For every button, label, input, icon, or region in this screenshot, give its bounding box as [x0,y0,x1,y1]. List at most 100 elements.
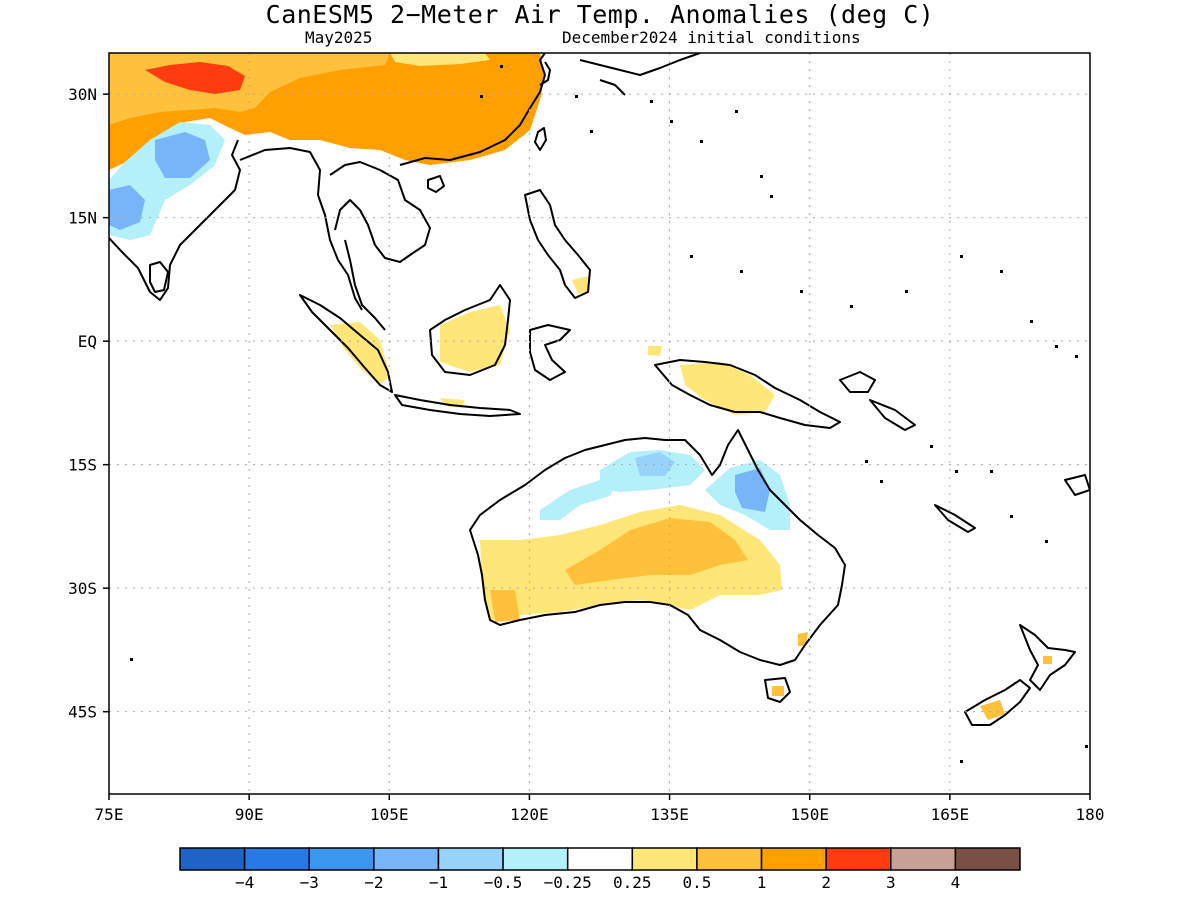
coast-nz-north [1019,624,1076,691]
coast-taiwan [534,127,547,151]
colorbar-swatch [825,847,892,871]
anomaly-region-sw-australia [490,590,520,622]
colorbar-label: 1 [757,873,767,892]
anomaly-region-queensland-cooler [735,468,770,512]
island-speck [690,255,693,258]
island-speck [865,460,868,463]
anomaly-region-australia-moderate [565,518,748,585]
map-frame [108,52,1091,795]
x-tick-label: 150E [790,805,829,824]
coast-sumatra [299,294,393,393]
island-speck [760,175,763,178]
y-tick-label: 15N [68,209,97,228]
x-tick-label: 180 [1076,805,1105,824]
coast-sri-lanka [149,261,169,293]
island-speck [990,470,993,473]
coast-korea [539,61,551,86]
anomaly-region-kimberley-cool [540,478,620,520]
coast-indochina [329,161,431,263]
coast-bismarck [839,371,876,393]
x-tick-label: 135E [650,805,689,824]
colorbar: −4 −3 −2 −1 −0.5 −0.25 0.25 0.5 1 2 3 4 [179,847,1021,892]
y-tick-label: EQ [78,332,97,351]
island-speck [880,480,883,483]
coast-malay-peninsula [344,239,386,331]
anomaly-region-mindanao [572,276,590,294]
grid-lines [109,53,1090,794]
small-islands [130,65,1088,763]
latitude-axis: 30N 15N EQ 15S 30S 45S [68,85,109,722]
coast-solomons [869,399,916,431]
colorbar-label: −2 [364,873,383,892]
x-tick-label: 105E [370,805,409,824]
island-speck [930,445,933,448]
coast-japan [579,53,701,96]
colorbar-label: −4 [235,873,254,892]
island-speck [1030,320,1033,323]
island-speck [740,270,743,273]
coast-fiji [1064,474,1090,496]
coast-india [109,139,241,301]
initial-conditions: December2024 initial conditions [562,28,861,47]
colorbar-swatch [373,847,440,871]
colorbar-swatch [696,847,763,871]
island-speck [1055,345,1058,348]
anomaly-region-arnhem-cooler [635,452,675,476]
island-speck [960,255,963,258]
colorbar-label: 3 [886,873,896,892]
island-speck [905,290,908,293]
anomaly-region-india-cooler [155,132,210,178]
island-speck [670,120,673,123]
island-speck [650,100,653,103]
colorbar-swatch [502,847,569,871]
colorbar-swatch [308,847,375,871]
x-tick-label: 120E [510,805,549,824]
longitude-axis: 75E 90E 105E 120E 135E 150E 165E 180 [95,794,1105,824]
island-speck [1000,270,1003,273]
coast-hainan [427,175,445,193]
colorbar-swatch [954,847,1021,871]
colorbar-swatch [179,847,246,871]
island-speck [575,95,578,98]
island-speck [850,305,853,308]
colorbar-label: −1 [429,873,448,892]
anomaly-region-asia-weak-edge [390,53,490,66]
island-speck [1085,745,1088,748]
island-speck [700,140,703,143]
colorbar-swatch [760,847,827,871]
island-speck [480,95,483,98]
y-tick-label: 15S [68,456,97,475]
coast-south-china [399,53,546,166]
coast-new-guinea [654,359,841,429]
colorbar-label: 2 [821,873,831,892]
anomaly-shading [109,53,1052,720]
colorbar-swatch [890,847,957,871]
colorbar-swatch [243,847,310,871]
colorbar-swatch [566,847,634,871]
anomaly-region-se-australia [798,632,808,646]
colorbar-swatch [631,847,698,871]
island-speck [955,470,958,473]
island-speck [1010,515,1013,518]
anomaly-region-india-west-cooler [109,185,145,230]
anomaly-region-nz-north [1043,656,1052,664]
coast-australia [469,429,846,666]
coast-nz-south [964,679,1031,726]
colorbar-label: 0.5 [682,873,711,892]
colorbar-label: −0.5 [484,873,523,892]
colorbar-label: 4 [951,873,961,892]
x-tick-label: 165E [931,805,970,824]
island-speck [960,760,963,763]
island-speck [500,65,503,68]
map-title: CanESM5 2−Meter Air Temp. Anomalies (deg… [265,0,935,29]
island-speck [1045,540,1048,543]
coastlines [109,53,1090,726]
valid-month: May2025 [305,28,373,47]
anomaly-region-borneo [440,305,510,372]
anomaly-region-sumatra [330,322,390,385]
island-speck [130,658,133,661]
y-tick-label: 30S [68,579,97,598]
island-speck [1075,355,1078,358]
island-speck [590,130,593,133]
